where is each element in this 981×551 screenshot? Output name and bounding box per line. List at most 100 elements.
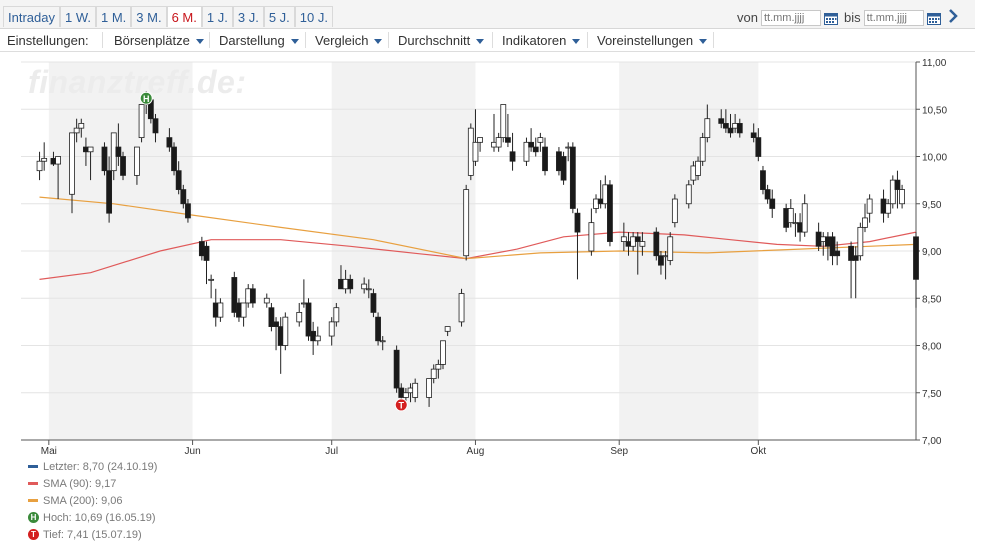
divider [713, 32, 714, 48]
tab-5-j[interactable]: 5 J. [263, 6, 295, 27]
candle-body [607, 184, 613, 242]
candle-body [913, 236, 919, 280]
menu-durchschnitt[interactable]: Durchschnitt [398, 33, 485, 48]
tab-10-j[interactable]: 10 J. [294, 6, 333, 27]
tab-6-m[interactable]: 6 M. [166, 6, 202, 27]
candle-body [412, 382, 419, 398]
from-label: von [737, 10, 758, 25]
candle-body [685, 184, 692, 205]
calendar-icon[interactable] [926, 11, 941, 25]
legend-swatch [28, 482, 38, 485]
candle-body [426, 378, 432, 398]
candle-body [217, 302, 224, 318]
x-tick-label: Sep [610, 446, 628, 457]
candle-body [477, 137, 483, 143]
divider [587, 32, 588, 48]
candle-body [138, 104, 145, 139]
candle-body [852, 255, 859, 261]
candle-body [695, 160, 701, 176]
candle-body [463, 189, 470, 257]
candle-body [885, 203, 892, 214]
candle-body [690, 165, 697, 181]
candle-body [792, 222, 799, 225]
y-tick-label: 7,00 [922, 436, 942, 447]
legend-label: Hoch: 10,69 (16.05.19) [43, 511, 156, 524]
candle-body [236, 302, 242, 318]
menu-boersenplaetze[interactable]: Börsenplätze [114, 33, 204, 48]
menu-vergleich[interactable]: Vergleich [315, 33, 383, 48]
candle-body [375, 316, 381, 342]
legend-label: SMA (90): 9,17 [43, 477, 117, 490]
sma-line [39, 231, 917, 280]
candle-body [171, 146, 177, 172]
tab-1-m[interactable]: 1 M. [96, 6, 132, 27]
candle-body [630, 236, 637, 247]
candle-body [263, 297, 270, 304]
candle-body [769, 198, 776, 209]
divider [102, 32, 103, 48]
month-band [619, 62, 759, 440]
divider [492, 32, 493, 48]
candle-body [523, 141, 530, 162]
y-tick-label: 8,00 [922, 342, 942, 353]
tab-3-j[interactable]: 3 J. [232, 6, 264, 27]
candle-body [185, 203, 191, 219]
menu-indikatoren[interactable]: Indikatoren [502, 33, 581, 48]
candle-body [342, 278, 349, 290]
month-band [331, 62, 476, 440]
candle-body [857, 226, 864, 257]
candle-body [848, 245, 854, 261]
candle-body [166, 137, 173, 148]
divider [305, 32, 306, 48]
low-marker [394, 398, 408, 412]
candle-body [574, 212, 581, 233]
candle-body [639, 241, 646, 247]
candle-body [370, 293, 377, 313]
from-date-input[interactable] [760, 9, 821, 26]
legend-label: SMA (200): 9,06 [43, 494, 123, 507]
candle-body [50, 157, 57, 165]
month-band [48, 62, 193, 440]
candle-body [198, 241, 205, 257]
y-tick-label: 10,50 [922, 105, 947, 116]
y-tick-label: 7,50 [922, 389, 942, 400]
to-date-input[interactable] [863, 9, 924, 26]
legend-swatch [28, 465, 38, 468]
candle-body [361, 283, 368, 290]
tab-3-m[interactable]: 3 M. [131, 6, 167, 27]
legend-swatch [28, 499, 38, 502]
caret-down-icon [195, 39, 204, 45]
candle-body [314, 335, 321, 342]
candle-body [407, 387, 414, 394]
chevron-right-icon[interactable] [947, 9, 959, 26]
candle-body [305, 302, 312, 337]
candle-body [829, 236, 836, 257]
candle-body [602, 184, 609, 205]
tab-1-j[interactable]: 1 J. [201, 6, 233, 27]
menu-label: Durchschnitt [398, 33, 471, 48]
calendar-icon[interactable] [823, 11, 838, 25]
menu-voreinstellungen[interactable]: Voreinstellungen [597, 33, 708, 48]
y-tick-label: 11,00 [922, 58, 947, 69]
to-label: bis [843, 10, 861, 25]
candle-body [310, 330, 317, 342]
candle-body [55, 156, 61, 165]
candle-body [36, 160, 43, 172]
candle-body [699, 137, 706, 162]
candle-body [671, 198, 678, 224]
timeframe-toolbar: Intraday 1 W. 1 M. 3 M. 6 M. 1 J. 3 J. 5 J. 10 J… [0, 0, 975, 29]
candle-body [532, 146, 539, 153]
candle-body [750, 132, 757, 138]
caret-down-icon [374, 39, 383, 45]
candle-body [815, 231, 822, 247]
legend-last: Letzter: 8,70 (24.10.19) [28, 458, 157, 475]
caret-down-icon [572, 39, 581, 45]
candle-body [528, 141, 535, 148]
tab-1-w[interactable]: 1 W. [59, 6, 96, 27]
candle-body [101, 146, 108, 172]
menu-darstellung[interactable]: Darstellung [219, 33, 299, 48]
tab-intraday[interactable]: Intraday [3, 6, 60, 27]
divider [209, 32, 210, 48]
candle-body [593, 198, 599, 209]
menu-label: Börsenplätze [114, 33, 190, 48]
